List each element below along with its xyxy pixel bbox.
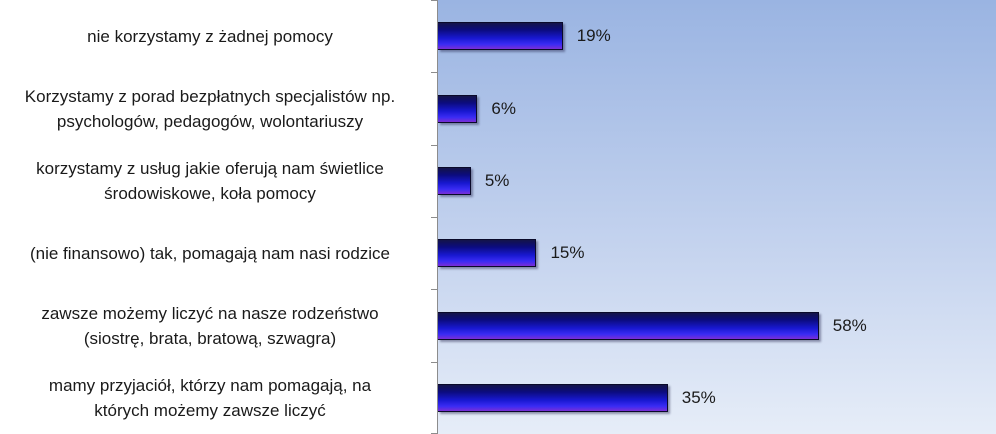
bar-highlight xyxy=(438,95,477,103)
category-label: nie korzystamy z żadnej pomocy xyxy=(0,24,420,49)
category-label-line: korzystamy z usług jakie oferują nam świ… xyxy=(36,158,384,178)
bar xyxy=(438,383,668,412)
bar xyxy=(438,239,537,268)
axis-tick xyxy=(431,362,438,363)
axis-tick xyxy=(431,72,438,73)
value-label: 15% xyxy=(550,243,585,263)
bar xyxy=(438,22,563,51)
plot-area xyxy=(438,0,996,434)
category-label: (nie finansowo) tak, pomagają nam nasi r… xyxy=(0,241,420,266)
bar-highlight xyxy=(438,240,536,248)
bar xyxy=(438,311,819,340)
bar xyxy=(438,94,478,123)
axis-tick xyxy=(431,0,438,1)
value-label: 35% xyxy=(681,387,716,407)
category-label-line: których możemy zawsze liczyć xyxy=(94,400,326,420)
category-label: korzystamy z usług jakie oferują nam świ… xyxy=(0,156,420,206)
axis-tick xyxy=(431,289,438,290)
axis-tick xyxy=(431,217,438,218)
value-label: 6% xyxy=(491,98,516,118)
category-label: zawsze możemy liczyć na nasze rodzeństwo… xyxy=(0,301,420,351)
value-label: 58% xyxy=(832,315,867,335)
bar-highlight xyxy=(438,384,667,392)
category-label-line: (nie finansowo) tak, pomagają nam nasi r… xyxy=(29,243,391,263)
category-label-line: mamy przyjaciół, którzy nam pomagają, na xyxy=(48,375,372,395)
axis-tick xyxy=(431,145,438,146)
category-label-line: psychologów, pedagogów, wolontariuszy xyxy=(56,111,364,131)
category-label-line: (siostrę, brata, bratową, szwagra) xyxy=(83,328,337,348)
value-label: 19% xyxy=(576,26,611,46)
category-label: mamy przyjaciół, którzy nam pomagają, na… xyxy=(0,373,420,423)
bar-highlight xyxy=(438,312,818,320)
bar xyxy=(438,166,471,195)
category-label-line: środowiskowe, koła pomocy xyxy=(104,183,316,203)
category-label-line: zawsze możemy liczyć na nasze rodzeństwo xyxy=(41,303,379,323)
category-label-line: Korzystamy z porad bezpłatnych specjalis… xyxy=(24,86,396,106)
value-label: 5% xyxy=(484,170,510,190)
category-label-line: nie korzystamy z żadnej pomocy xyxy=(87,26,333,46)
bar-highlight xyxy=(438,23,562,31)
category-label: Korzystamy z porad bezpłatnych specjalis… xyxy=(0,84,420,134)
bar-highlight xyxy=(438,167,470,175)
